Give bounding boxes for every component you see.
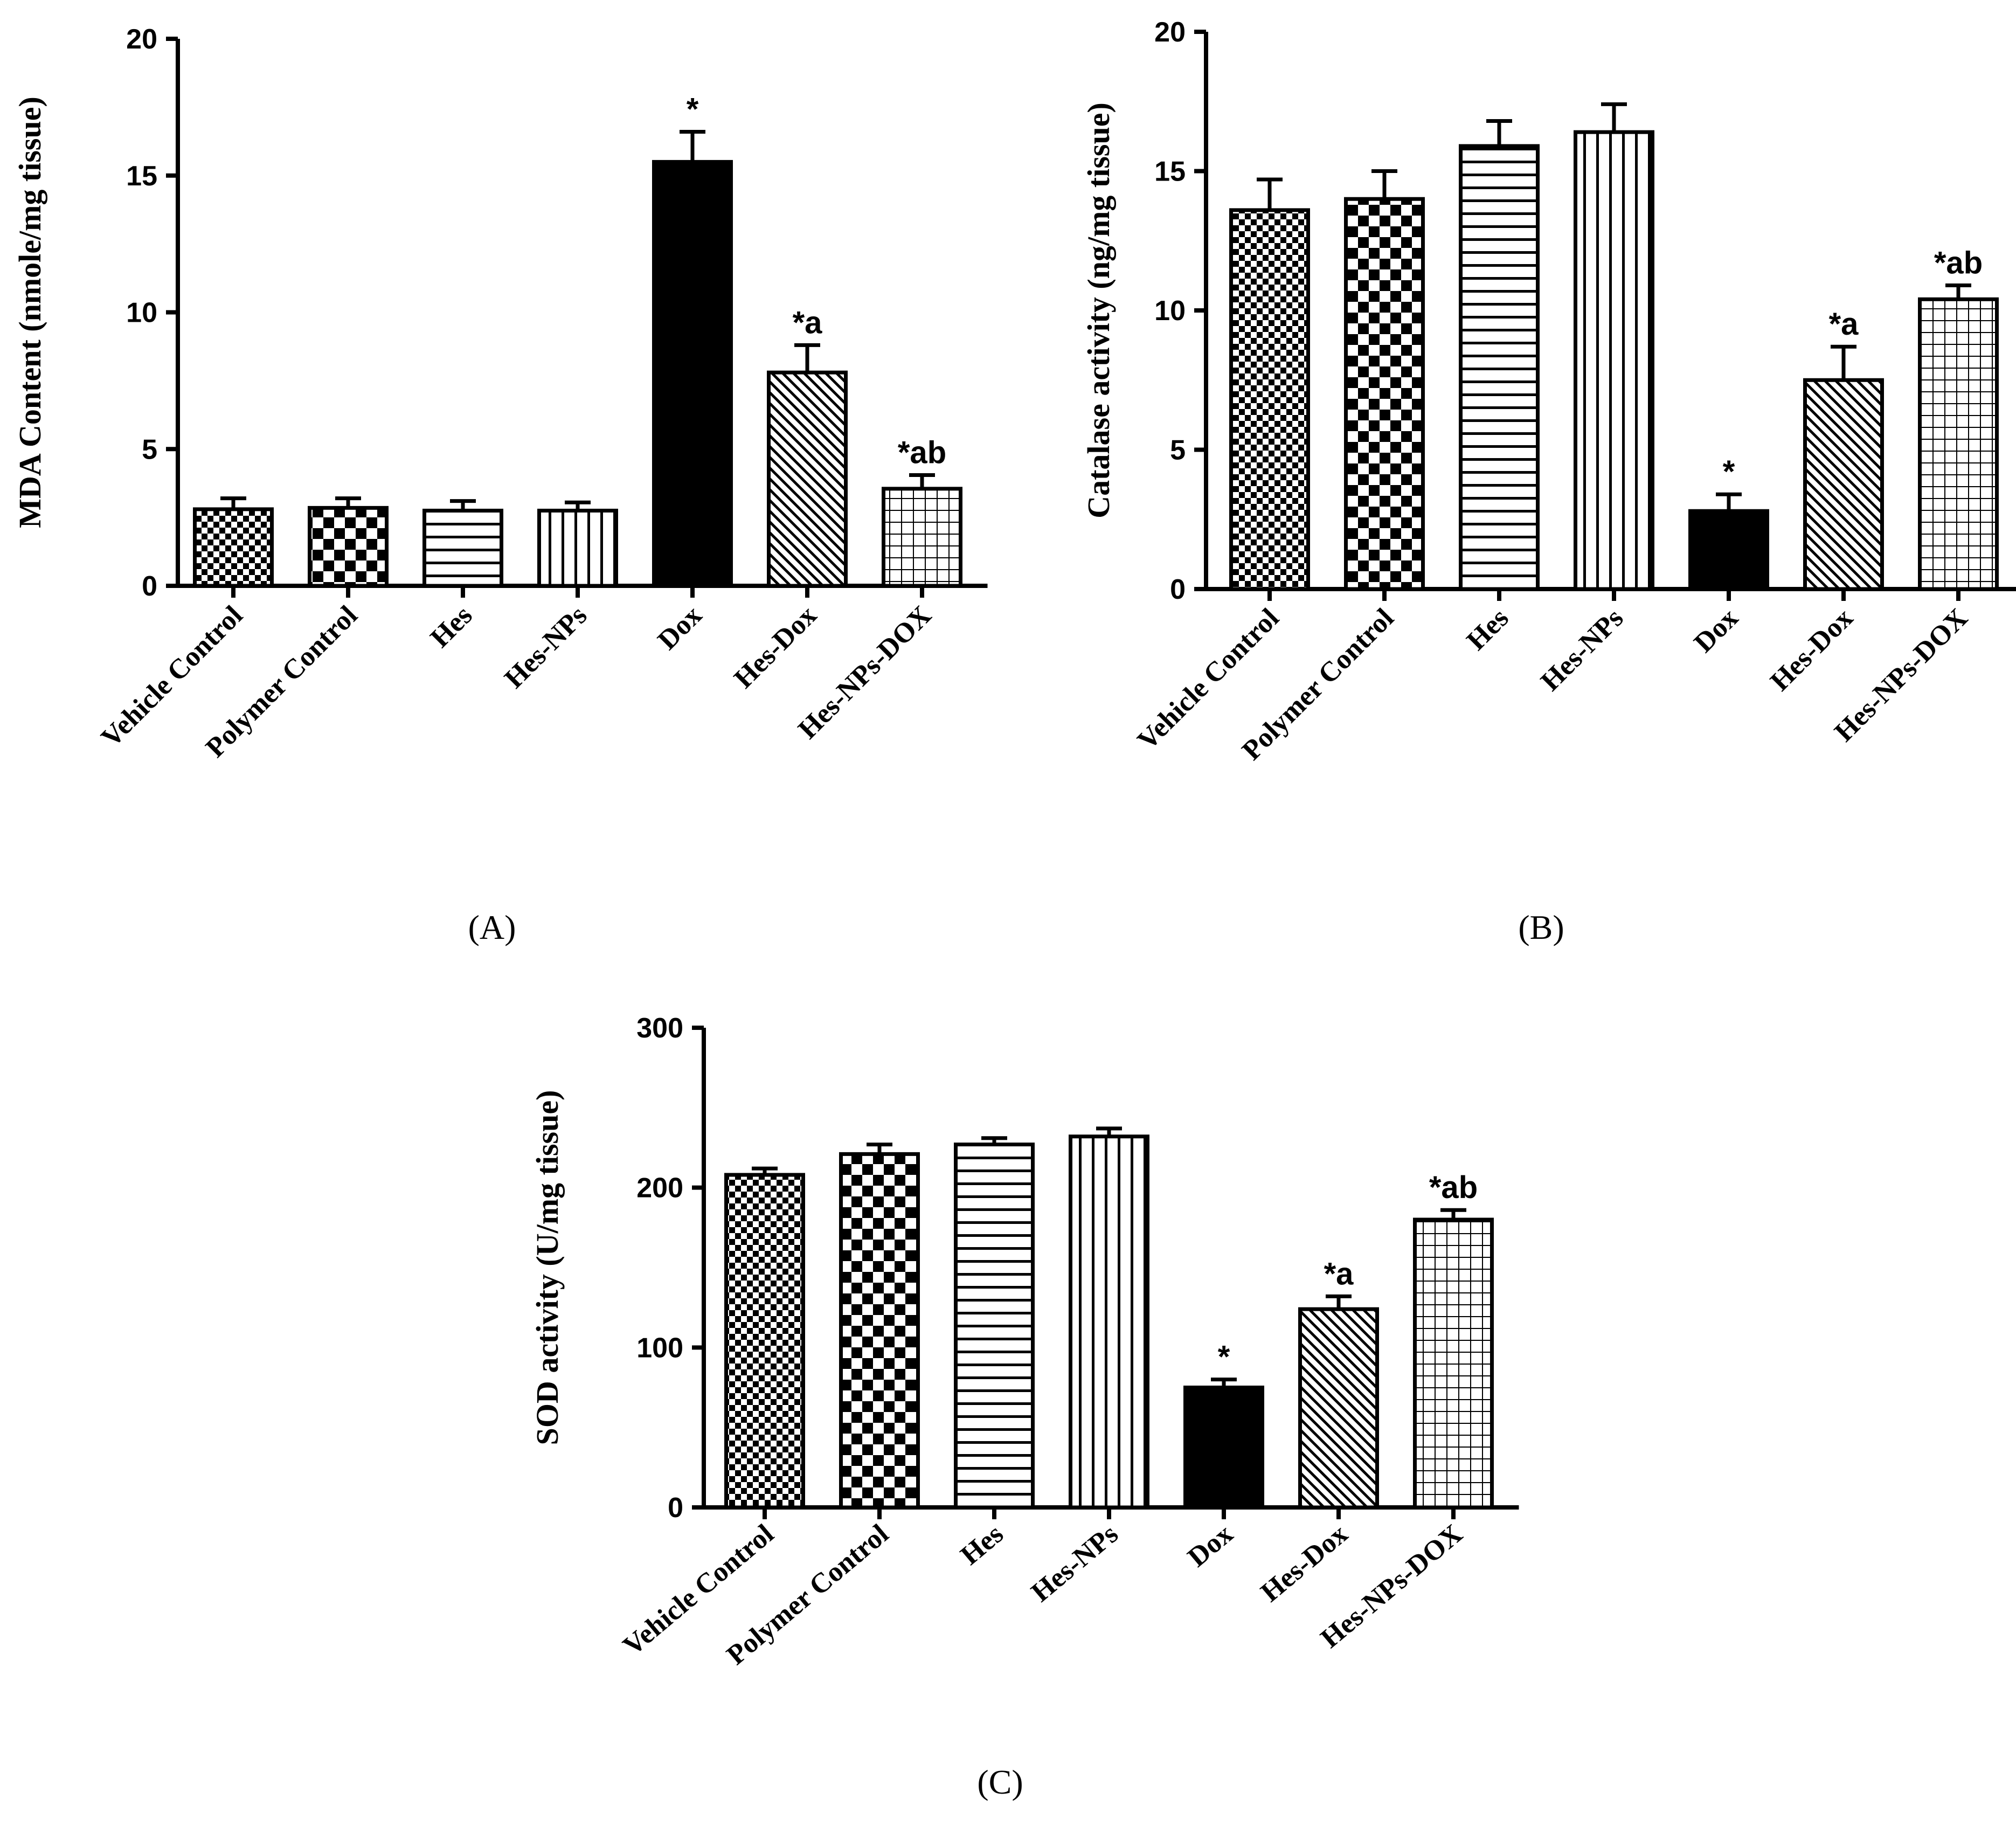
- bar: [839, 1152, 920, 1510]
- y-tick-label: 100: [636, 1332, 683, 1364]
- y-axis-label: Catalase activity (ng/mg tissue): [1081, 102, 1116, 518]
- bar: [954, 1143, 1035, 1510]
- bar: [193, 507, 274, 588]
- bar: [422, 508, 503, 588]
- x-tick-label: Hes-NPs: [1535, 603, 1629, 697]
- y-axis-label: SOD activity (U/mg tissue): [530, 1090, 565, 1445]
- bar: [1069, 1134, 1149, 1510]
- y-tick-label: 20: [126, 24, 157, 55]
- significance-label: *ab: [1429, 1170, 1478, 1205]
- x-tick-label: Hes: [1461, 603, 1515, 656]
- significance-label: *a: [1829, 307, 1859, 342]
- x-tick-label: Dox: [1182, 1519, 1238, 1573]
- y-tick-label: 300: [636, 1013, 683, 1044]
- y-tick-label: 10: [126, 297, 157, 329]
- y-tick-label: 15: [1154, 156, 1186, 188]
- significance-label: *: [1218, 1340, 1230, 1375]
- bar: [1229, 208, 1310, 591]
- x-tick-label: Hes: [955, 1519, 1009, 1572]
- y-tick-label: 0: [142, 571, 157, 602]
- y-tick-label: 10: [1154, 295, 1186, 327]
- significance-label: *: [1723, 454, 1735, 489]
- bar: [767, 370, 848, 588]
- bar: [1574, 130, 1654, 591]
- y-tick-label: 20: [1154, 17, 1186, 48]
- y-tick-label: 0: [668, 1492, 683, 1524]
- x-tick-label: Dox: [1688, 603, 1744, 659]
- bar: [537, 508, 618, 588]
- chart-panel-b: 0 5 10 15 20 Catalase activity (ng/mg tissue)…: [1081, 17, 2016, 946]
- bar: [1413, 1217, 1494, 1510]
- bar: [882, 487, 962, 588]
- y-tick-label: 15: [126, 161, 157, 192]
- significance-label: *ab: [898, 435, 946, 470]
- y-tick-label: 0: [1170, 574, 1186, 605]
- x-tick-label: Hes-NPs: [1026, 1519, 1124, 1608]
- significance-label: *a: [793, 305, 823, 340]
- bar: [1688, 509, 1769, 591]
- y-axis-label: MDA Content (nmole/mg tissue): [12, 96, 47, 528]
- bar: [308, 506, 389, 588]
- panel-label: (B): [1518, 908, 1564, 946]
- y-tick-label: 5: [1170, 435, 1186, 466]
- bar: [724, 1173, 805, 1510]
- bar: [1344, 197, 1425, 591]
- bar: [1459, 144, 1540, 591]
- significance-label: *ab: [1934, 245, 1983, 280]
- y-tick-label: 200: [636, 1173, 683, 1204]
- x-tick-label: Hes-Dox: [1255, 1519, 1354, 1608]
- x-tick-label: Hes-NPs: [498, 600, 593, 694]
- bar: [1918, 297, 1999, 591]
- bar: [1803, 378, 1884, 591]
- panel-label: (A): [468, 908, 516, 946]
- x-tick-label: Hes-Dox: [728, 600, 822, 694]
- bar: [1183, 1386, 1264, 1510]
- bar: [1298, 1307, 1379, 1510]
- significance-label: *a: [1324, 1256, 1354, 1291]
- significance-label: *: [687, 92, 699, 127]
- y-tick-label: 5: [142, 434, 157, 465]
- x-tick-label: Dox: [652, 600, 708, 656]
- panel-label: (C): [977, 1763, 1023, 1801]
- bar: [652, 160, 733, 588]
- x-tick-label: Hes-Dox: [1764, 603, 1859, 697]
- x-tick-label: Hes: [425, 600, 479, 654]
